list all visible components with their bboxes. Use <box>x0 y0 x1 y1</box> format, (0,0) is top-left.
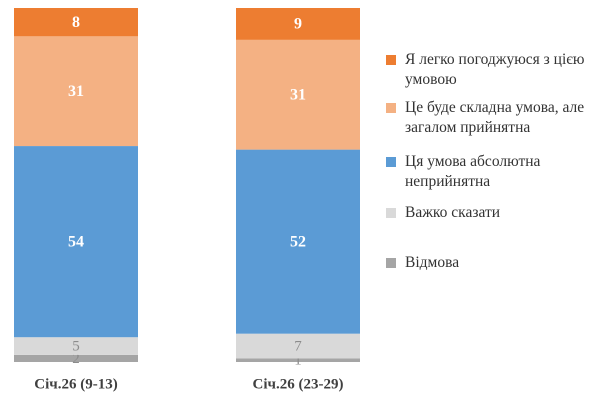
legend-item: Це буде складна умова, але загалом прийн… <box>386 98 600 138</box>
bar-segment <box>236 8 360 40</box>
value-label: 31 <box>68 83 84 100</box>
value-label: 9 <box>294 16 302 33</box>
legend-label: Важко сказати <box>405 204 501 221</box>
legend-swatch <box>386 157 396 167</box>
legend-label: Відмова <box>405 254 460 271</box>
legend-label: Це буде складна умова, але загалом прийн… <box>405 99 585 136</box>
legend-label: Ця умова абсолютна неприйнятна <box>405 153 541 190</box>
value-label: 54 <box>68 233 84 250</box>
legend-swatch <box>386 55 396 65</box>
legend-item: Відмова <box>386 253 600 273</box>
legend-label: Я легко погоджуюся з цією умовою <box>405 51 585 88</box>
x-tick-label: Січ.26 (9-13) <box>34 376 117 392</box>
bar-segment <box>236 333 360 359</box>
x-tick-label: Січ.26 (23-29) <box>253 376 344 392</box>
bar-segment <box>14 337 138 355</box>
bar-segment <box>14 354 138 362</box>
legend-item: Ця умова абсолютна неприйнятна <box>386 152 600 192</box>
bar-segment <box>14 146 138 338</box>
legend-swatch <box>386 258 396 268</box>
value-label: 8 <box>72 14 80 31</box>
value-label: 5 <box>72 339 80 355</box>
bar-segment <box>14 8 138 37</box>
legend-item: Важко сказати <box>386 203 600 223</box>
value-label: 52 <box>290 233 306 250</box>
value-label: 2 <box>72 351 80 367</box>
bar-segment <box>236 39 360 150</box>
legend-swatch <box>386 103 396 113</box>
bar-segment <box>236 149 360 334</box>
value-label: 1 <box>294 353 302 369</box>
legend-swatch <box>386 208 396 218</box>
legend-item: Я легко погоджуюся з цією умовою <box>386 50 600 90</box>
value-label: 7 <box>294 339 302 355</box>
bar-segment <box>236 358 360 362</box>
bar-segment <box>14 36 138 147</box>
value-label: 31 <box>290 86 306 103</box>
